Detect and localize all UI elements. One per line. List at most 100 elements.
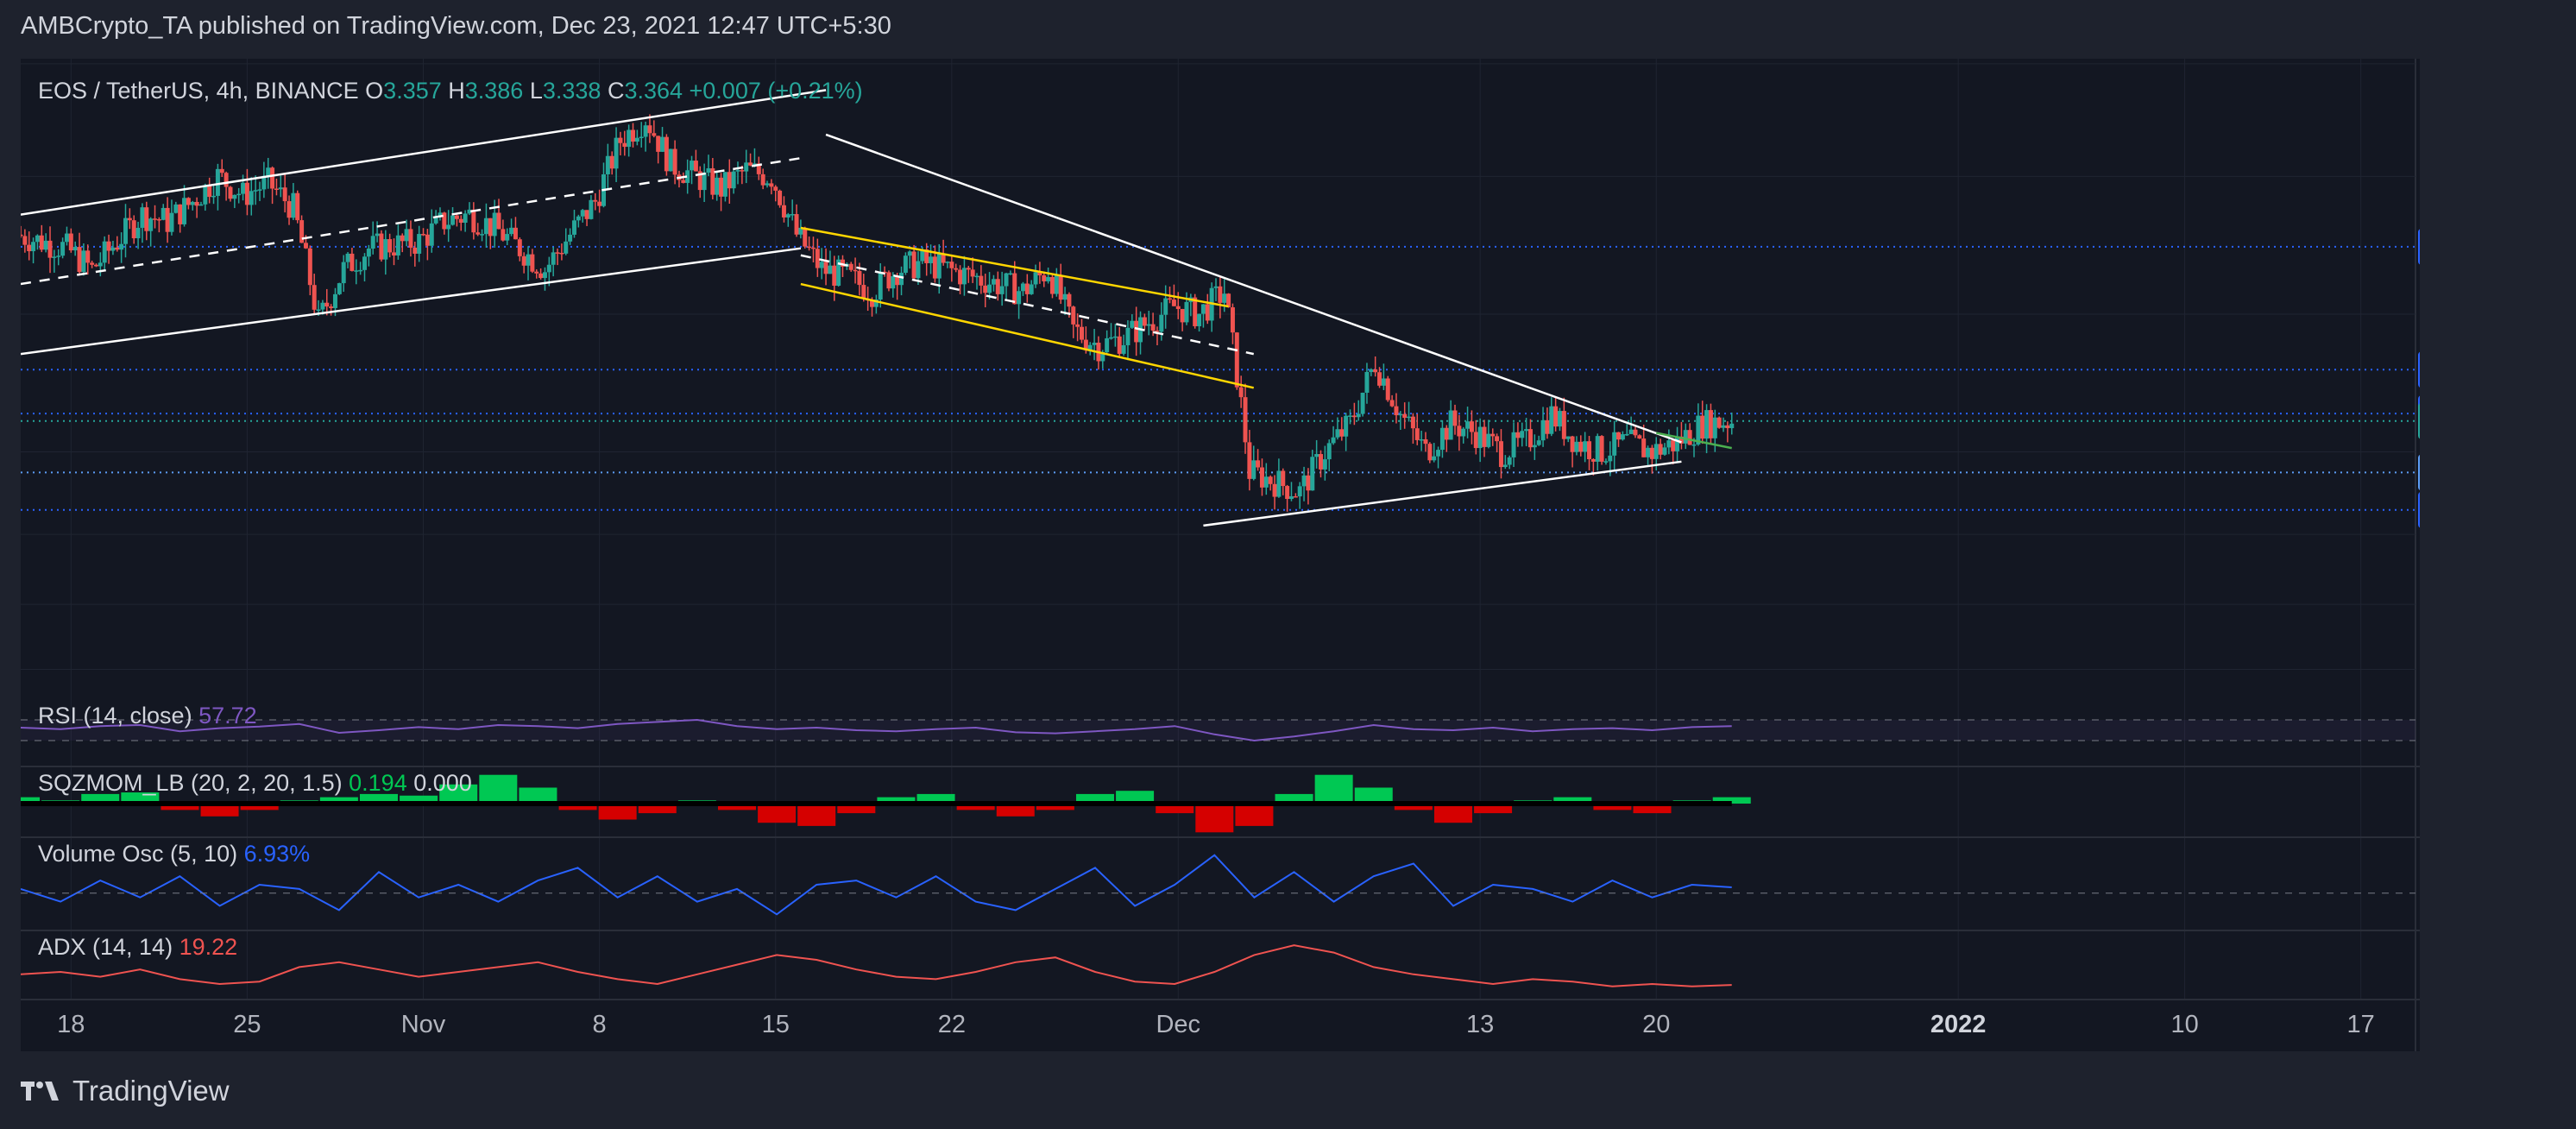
candle-body (1653, 444, 1659, 459)
candle-body (1062, 293, 1068, 300)
candle-body (911, 251, 916, 279)
candle-body (320, 302, 325, 310)
candle-body (1511, 432, 1516, 457)
candle-body (526, 254, 531, 266)
candle (1272, 475, 1277, 510)
chart-frame[interactable]: 4.4613.6563.4053.3643.0952.913 0.0000.00… (21, 59, 2420, 1051)
candle-body (480, 234, 485, 236)
candle-body (211, 195, 217, 198)
candle (1092, 329, 1097, 361)
candle-body (161, 207, 166, 220)
pane-title: RSI (14, close) 57.72 (38, 703, 257, 728)
candle-body (324, 302, 330, 307)
candle (807, 237, 812, 251)
candle-body (1020, 283, 1025, 292)
candle-body (1465, 421, 1471, 429)
candle-body (740, 170, 745, 172)
candle-body (1666, 440, 1672, 448)
candle (1646, 445, 1651, 465)
candle-body (1100, 352, 1105, 362)
candle (21, 225, 23, 238)
candle-body (916, 261, 921, 279)
trendline (21, 89, 827, 216)
candle-body (1306, 475, 1311, 491)
time-tick-label: 2022 (1930, 1011, 1987, 1038)
candle-body (987, 284, 992, 293)
candle (618, 131, 623, 156)
candle (1553, 397, 1559, 432)
time-tick-label: 13 (1466, 1011, 1494, 1038)
candle (274, 178, 279, 196)
candle (656, 136, 661, 164)
candle-body (375, 233, 380, 237)
level-price-tag: 3.656 (2418, 351, 2420, 388)
candle (266, 157, 271, 189)
candle-body (303, 243, 308, 249)
candle (660, 127, 665, 153)
candle-body (1200, 304, 1206, 314)
candle-body (580, 210, 585, 217)
momentum-bar (558, 804, 597, 810)
price-change: +0.007 (+0.21%) (690, 78, 863, 104)
candle (1268, 475, 1273, 491)
candle (236, 187, 242, 204)
candle (68, 228, 73, 253)
candle-body (1583, 441, 1588, 452)
candle (404, 219, 409, 247)
candle (1616, 432, 1622, 447)
candle-body (1008, 273, 1013, 275)
candle (647, 114, 652, 143)
momentum-bar (877, 797, 916, 804)
candle (429, 209, 434, 253)
tradingview-brand[interactable]: TradingView (21, 1075, 230, 1107)
candle (299, 215, 305, 243)
candle-body (571, 220, 576, 235)
candle-body (521, 255, 526, 266)
candle (785, 212, 790, 227)
candle (1561, 397, 1566, 446)
candle-body (539, 273, 544, 279)
candle-body (1180, 308, 1185, 323)
candle-body (765, 183, 770, 186)
candle-body (1402, 413, 1408, 419)
trendline (800, 254, 1255, 356)
candle-body (840, 259, 845, 268)
momentum-bar (479, 774, 518, 804)
candle-body (1301, 475, 1307, 487)
candle (1557, 407, 1562, 432)
candle (458, 215, 463, 231)
momentum-bar (1075, 793, 1114, 804)
candle (744, 149, 749, 184)
candle-body (433, 217, 438, 224)
time-tick-label: 15 (762, 1011, 790, 1038)
candle-body (27, 244, 32, 251)
candle-body (135, 227, 141, 239)
candle (911, 244, 916, 281)
candle (1351, 402, 1357, 426)
candle (652, 120, 657, 138)
candle (505, 228, 510, 245)
chart-canvas[interactable]: 4.4613.6563.4053.3643.0952.913 0.0000.00… (21, 59, 2420, 1051)
candle (39, 224, 44, 253)
candle (664, 134, 669, 176)
candle (1439, 419, 1445, 458)
candle-body (810, 247, 816, 249)
candle (690, 155, 695, 185)
candle-body (1502, 464, 1508, 468)
candle-body (819, 262, 824, 268)
level-price-tag-box (2418, 492, 2420, 528)
candle (324, 288, 330, 316)
candle (526, 246, 531, 281)
candle-body (622, 142, 627, 148)
candle (530, 249, 535, 274)
candle (362, 253, 367, 282)
candle (907, 249, 912, 269)
candle-body (1288, 495, 1294, 500)
candle (232, 194, 237, 209)
candle (1356, 400, 1361, 421)
candle-body (1163, 298, 1168, 315)
candle-body (513, 227, 518, 240)
candle-body (123, 218, 128, 244)
candle (546, 256, 551, 287)
candle-body (1083, 339, 1088, 350)
